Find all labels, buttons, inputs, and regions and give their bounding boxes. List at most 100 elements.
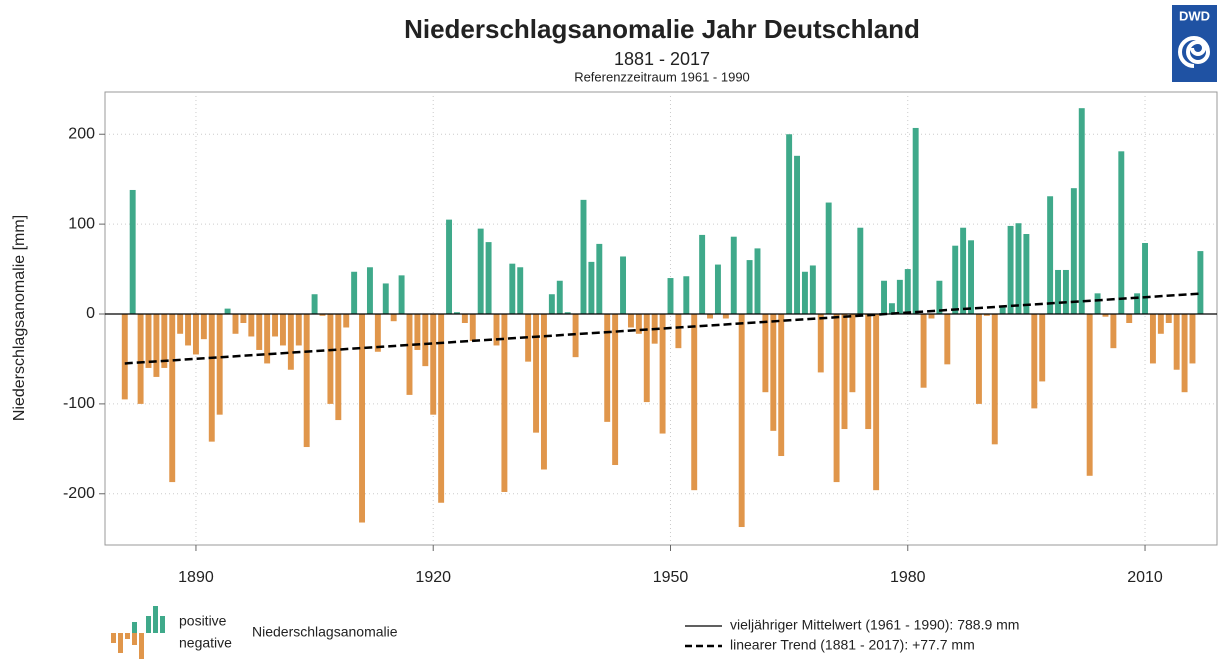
bar [279, 314, 286, 346]
bar [1118, 151, 1125, 315]
bar [1134, 293, 1141, 315]
bar [382, 283, 389, 315]
bar [335, 314, 342, 421]
bar [627, 314, 634, 328]
bar [366, 267, 373, 315]
bar [1078, 108, 1085, 315]
bar [169, 314, 176, 483]
bar [699, 234, 706, 315]
chart-title: Niederschlagsanomalie Jahr Deutschland [404, 14, 920, 44]
bar [1070, 188, 1077, 315]
legend-swatch [118, 633, 123, 653]
bar [319, 314, 326, 316]
bar [580, 199, 587, 315]
bar [873, 314, 880, 491]
bar [446, 219, 453, 315]
bar [770, 314, 777, 431]
legend-negative: negative [179, 635, 232, 651]
bar [359, 314, 366, 523]
bar [303, 314, 310, 448]
bar [1062, 269, 1069, 315]
x-tick-label: 1980 [890, 569, 926, 586]
legend-swatch [160, 616, 165, 633]
legend-swatch [139, 633, 144, 659]
bar [295, 314, 302, 346]
bar [1142, 243, 1148, 315]
bar [968, 240, 974, 315]
bar [865, 314, 872, 430]
bar [1015, 223, 1022, 315]
bar [896, 279, 903, 315]
bar [999, 306, 1006, 315]
y-tick-label: 0 [86, 305, 95, 322]
bar [129, 189, 136, 315]
bar [754, 248, 761, 315]
bar [612, 314, 619, 466]
bar [588, 261, 595, 315]
bar [707, 314, 714, 319]
y-axis-label: Niederschlagsanomalie [mm] [11, 215, 28, 421]
bar [422, 314, 429, 367]
legend-icon [111, 606, 165, 659]
bar [786, 134, 793, 315]
logo: DWD [1172, 5, 1217, 82]
bar [200, 314, 207, 340]
bar [794, 155, 800, 315]
y-tick-label: 100 [68, 215, 95, 232]
plot-area [104, 91, 1218, 546]
bar [1047, 196, 1054, 315]
bar [461, 314, 468, 323]
bar [730, 236, 737, 315]
bar [390, 314, 397, 322]
bar [635, 314, 642, 334]
bar [991, 314, 998, 445]
bar [809, 265, 816, 315]
bar [287, 314, 294, 370]
bar [1055, 269, 1061, 315]
bar [714, 264, 721, 315]
y-tick-label: -200 [63, 485, 95, 502]
bar [216, 314, 223, 415]
bar [1181, 314, 1188, 393]
bar [311, 294, 318, 315]
bar [960, 227, 967, 315]
bar [857, 227, 864, 315]
legend-swatch [132, 622, 137, 633]
bar [533, 314, 540, 433]
legend-label: Niederschlagsanomalie [252, 624, 398, 640]
bar [469, 314, 476, 341]
bar [137, 314, 144, 404]
bar [1197, 251, 1204, 315]
bar [904, 269, 911, 315]
bar [1110, 314, 1117, 349]
bar [453, 312, 460, 315]
legend-swatch [132, 633, 137, 645]
x-tick-label: 2010 [1127, 569, 1163, 586]
bar [485, 242, 492, 315]
bar [1173, 314, 1180, 370]
logo-spiral [1178, 36, 1211, 68]
bar [240, 314, 247, 323]
x-tick-label: 1950 [653, 569, 689, 586]
x-tick-label: 1920 [415, 569, 451, 586]
bar [691, 314, 698, 491]
y-tick-label: -100 [63, 395, 95, 412]
bar [762, 314, 769, 393]
bar [1007, 225, 1014, 315]
bar [406, 314, 413, 395]
bar [145, 314, 152, 368]
bar [825, 202, 832, 315]
x-tick-label: 1890 [178, 569, 214, 586]
bar [928, 314, 935, 319]
bar [414, 314, 421, 350]
bar [952, 245, 959, 315]
bar [374, 314, 381, 352]
legend-positive: positive [179, 613, 227, 629]
bar [185, 314, 192, 346]
bar [936, 280, 943, 315]
bar [525, 314, 532, 362]
legend-swatch [146, 616, 151, 633]
bar [643, 314, 650, 403]
bar [501, 314, 508, 492]
